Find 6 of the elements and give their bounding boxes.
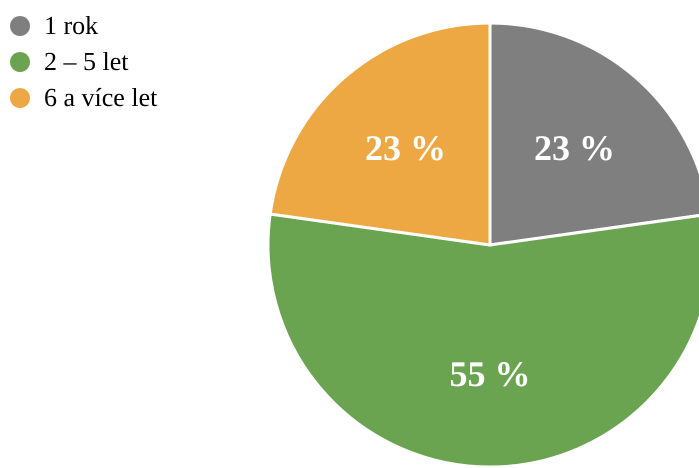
data-label: 23 % xyxy=(365,128,446,168)
legend-label: 6 a více let xyxy=(44,83,158,113)
data-label: 23 % xyxy=(534,128,615,168)
legend-label: 1 rok xyxy=(44,11,98,41)
legend-label: 2 – 5 let xyxy=(44,47,128,77)
data-label: 55 % xyxy=(450,354,530,394)
